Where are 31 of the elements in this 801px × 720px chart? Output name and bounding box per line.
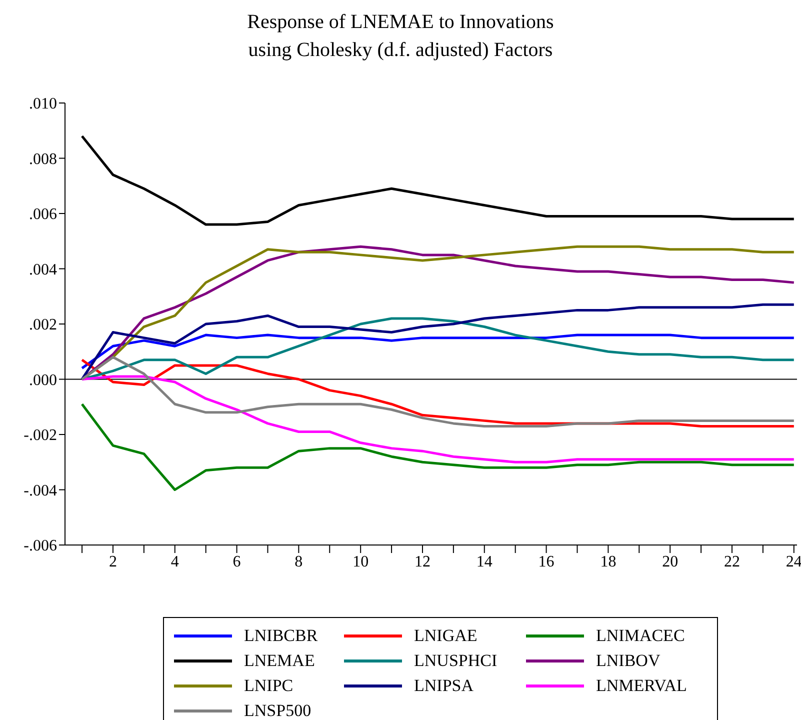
y-tick-label: .006: [29, 206, 57, 224]
y-tick-label: .008: [29, 150, 57, 168]
x-tick-label: 6: [232, 553, 241, 570]
x-tick-label: 10: [352, 553, 369, 570]
legend-label: LNIMACEC: [596, 626, 685, 646]
x-tick-label: 14: [476, 553, 492, 570]
y-tick-label: .000: [29, 372, 57, 389]
legend-label: LNMERVAL: [596, 676, 687, 696]
x-tick-label: 4: [170, 553, 179, 570]
x-tick-label: 12: [414, 553, 430, 570]
legend-label: LNUSPHCI: [414, 651, 498, 671]
legend-label: LNIGAE: [414, 626, 478, 646]
y-tick-label: -.002: [24, 427, 57, 444]
y-tick-label: .010: [29, 96, 57, 113]
legend-label: LNIBOV: [596, 651, 660, 671]
y-tick-label: -.006: [24, 538, 57, 555]
x-tick-label: 18: [600, 553, 616, 570]
legend-label: LNSP500: [244, 701, 312, 720]
chart-title: Response of LNEMAE to Innovations using Cholesky (d.f. adjusted) Factors: [246, 10, 555, 63]
y-tick-label: -.004: [24, 482, 57, 500]
y-tick-label: .004: [29, 261, 57, 278]
x-tick-label: 16: [538, 553, 554, 570]
legend-label: LNIBCBR: [244, 626, 318, 646]
x-tick-label: 20: [662, 553, 678, 570]
legend-label: LNEMAE: [244, 651, 315, 671]
legend-label: LNIPC: [244, 676, 294, 696]
legend-label: LNIPSA: [414, 676, 474, 696]
x-tick-label: 2: [108, 553, 117, 570]
x-tick-label: 8: [294, 553, 303, 570]
x-tick-label: 22: [724, 553, 740, 570]
y-tick-label: .002: [29, 316, 57, 334]
